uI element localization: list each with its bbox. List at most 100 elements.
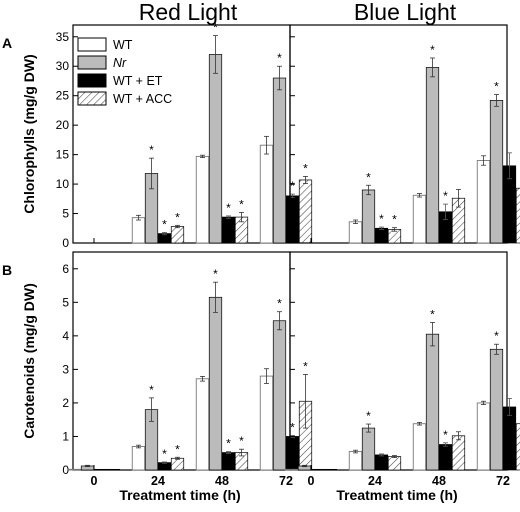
panel-letter-a: A — [2, 35, 12, 51]
bar-a-red-light-wt-24 — [131, 217, 146, 244]
ytick-label-b-red-light: 5 — [62, 295, 69, 309]
significance-marker-b-blue-light: * — [430, 307, 435, 321]
ytick-label-b-red-light: 1 — [62, 429, 69, 443]
bar-a-blue-light-wt-24 — [348, 221, 363, 244]
bar-a-red-light-wt-acc-72 — [298, 179, 313, 244]
xtick-label-b-red-light: 24 — [151, 474, 165, 488]
significance-marker-a-red-light: * — [175, 210, 180, 224]
legend-swatch-wt-acc — [77, 91, 107, 106]
significance-marker-b-red-light: * — [213, 267, 218, 281]
bar-b-red-light-wt-et-24 — [157, 462, 172, 471]
significance-marker-b-red-light: * — [277, 297, 282, 311]
bar-b-blue-light-nr-48 — [425, 333, 440, 471]
bar-b-red-light-wt-acc-24 — [170, 457, 185, 471]
significance-marker-a-blue-light: * — [392, 213, 397, 227]
significance-marker-b-blue-light: * — [443, 428, 448, 442]
bar-a-blue-light-wt-et-24 — [374, 227, 389, 244]
bar-a-red-light-wt-et-48 — [221, 216, 236, 244]
bar-b-blue-light-wt-0 — [284, 468, 299, 471]
bar-b-red-light-nr-72 — [272, 320, 287, 471]
legend: WT Nr WT + ET WT + ACC — [77, 37, 172, 106]
ytick-label-b-red-light: 2 — [62, 396, 69, 410]
significance-marker-a-red-light: * — [162, 217, 167, 231]
bar-b-blue-light-wt-acc-48 — [451, 435, 466, 471]
plot-frame-b-blue-light — [289, 251, 508, 471]
xtick-label-b-red-light: 72 — [279, 474, 293, 488]
bar-b-red-light-wt-24 — [131, 446, 146, 471]
ylabel-carotenoids: Carotenoids (mg/g DW) — [21, 283, 37, 439]
legend-label-wt: WT — [113, 38, 133, 52]
ytick-label-b-red-light: 4 — [62, 329, 69, 343]
plot-area: 0 5 10 15 20 25 30 35 * * * * * * * * * * * * * * * * 0 1 2 3 4 5 6 0 24… — [56, 21, 520, 488]
panel-letter-b: B — [2, 262, 12, 278]
ytick-label-b-red-light: 0 — [62, 463, 69, 477]
bar-b-red-light-nr-48 — [208, 296, 223, 471]
xtick-label-b-red-light: 48 — [215, 474, 229, 488]
significance-marker-a-red-light: * — [303, 161, 308, 175]
significance-marker-b-red-light: * — [226, 437, 231, 451]
ytick-label-a-red-light: 15 — [56, 148, 70, 162]
bar-a-blue-light-wt-72 — [476, 160, 491, 244]
bar-b-blue-light-wt-et-48 — [438, 444, 453, 471]
ytick-label-b-red-light: 6 — [62, 262, 69, 276]
xlabel-red: Treatment time (h) — [119, 487, 240, 503]
significance-marker-b-red-light: * — [162, 447, 167, 461]
bar-b-red-light-wt-0 — [67, 468, 82, 471]
xtick-label-b-blue-light: 24 — [368, 474, 382, 488]
ytick-label-a-red-light: 30 — [56, 59, 70, 73]
bar-a-red-light-nr-48 — [208, 54, 223, 244]
column-title-red-light: Red Light — [139, 0, 238, 25]
column-title-blue-light: Blue Light — [354, 0, 457, 25]
significance-marker-a-blue-light: * — [443, 189, 448, 203]
ylabel-chlorophylls: Chlorophylls (mg/g DW) — [21, 54, 37, 213]
xtick-label-b-blue-light: 72 — [496, 474, 510, 488]
significance-marker-a-red-light: * — [290, 179, 295, 193]
legend-swatch-nr — [77, 55, 107, 70]
bar-a-red-light-wt-et-72 — [285, 195, 300, 244]
bar-b-blue-light-nr-24 — [361, 427, 376, 471]
significance-marker-a-blue-light: * — [494, 80, 499, 94]
significance-marker-a-red-light: * — [226, 201, 231, 215]
significance-marker-a-red-light: * — [239, 197, 244, 211]
bar-b-red-light-wt-et-0 — [93, 468, 108, 471]
bar-b-blue-light-nr-72 — [489, 348, 504, 471]
legend-swatch-wt-et — [77, 73, 107, 88]
legend-swatch-wt — [77, 37, 107, 52]
bar-b-blue-light-wt-48 — [412, 423, 427, 471]
significance-marker-b-red-light: * — [149, 383, 154, 397]
ytick-label-b-red-light: 3 — [62, 362, 69, 376]
bar-b-red-light-wt-acc-0 — [106, 468, 121, 471]
bar-b-blue-light-wt-et-72 — [502, 406, 517, 471]
bar-a-blue-light-nr-72 — [489, 100, 504, 244]
plot-frame-a-blue-light — [289, 24, 508, 244]
significance-marker-a-blue-light: * — [430, 43, 435, 57]
bar-b-red-light-wt-et-72 — [285, 436, 300, 471]
significance-marker-b-red-light: * — [175, 442, 180, 456]
ytick-label-a-red-light: 35 — [56, 30, 70, 44]
plot-frame-b-red-light — [72, 251, 291, 471]
legend-label-wt-et: WT + ET — [113, 74, 163, 88]
bar-a-blue-light-nr-24 — [361, 189, 376, 244]
significance-marker-b-blue-light: * — [366, 409, 371, 423]
significance-marker-a-blue-light: * — [379, 212, 384, 226]
significance-marker-b-red-light: * — [239, 434, 244, 448]
bar-b-blue-light-wt-72 — [476, 402, 491, 471]
xtick-label-b-blue-light: 0 — [308, 474, 315, 488]
ytick-label-a-red-light: 20 — [56, 118, 70, 132]
bar-a-blue-light-wt-48 — [412, 194, 427, 244]
legend-label-nr: Nr — [113, 56, 127, 70]
bar-b-blue-light-wt-et-24 — [374, 454, 389, 471]
bar-a-blue-light-wt-acc-72 — [515, 187, 520, 244]
bar-b-blue-light-wt-et-0 — [310, 468, 325, 471]
bar-b-blue-light-wt-acc-72 — [515, 423, 520, 471]
legend-label-wt-acc: WT + ACC — [113, 92, 172, 106]
bar-a-blue-light-nr-48 — [425, 67, 440, 244]
significance-marker-a-red-light: * — [277, 51, 282, 65]
bar-a-red-light-wt-acc-24 — [170, 226, 185, 244]
xlabel-blue: Treatment time (h) — [336, 487, 457, 503]
bar-a-red-light-wt-48 — [195, 155, 210, 244]
significance-marker-b-blue-light: * — [494, 329, 499, 343]
ytick-label-a-red-light: 10 — [56, 177, 70, 191]
